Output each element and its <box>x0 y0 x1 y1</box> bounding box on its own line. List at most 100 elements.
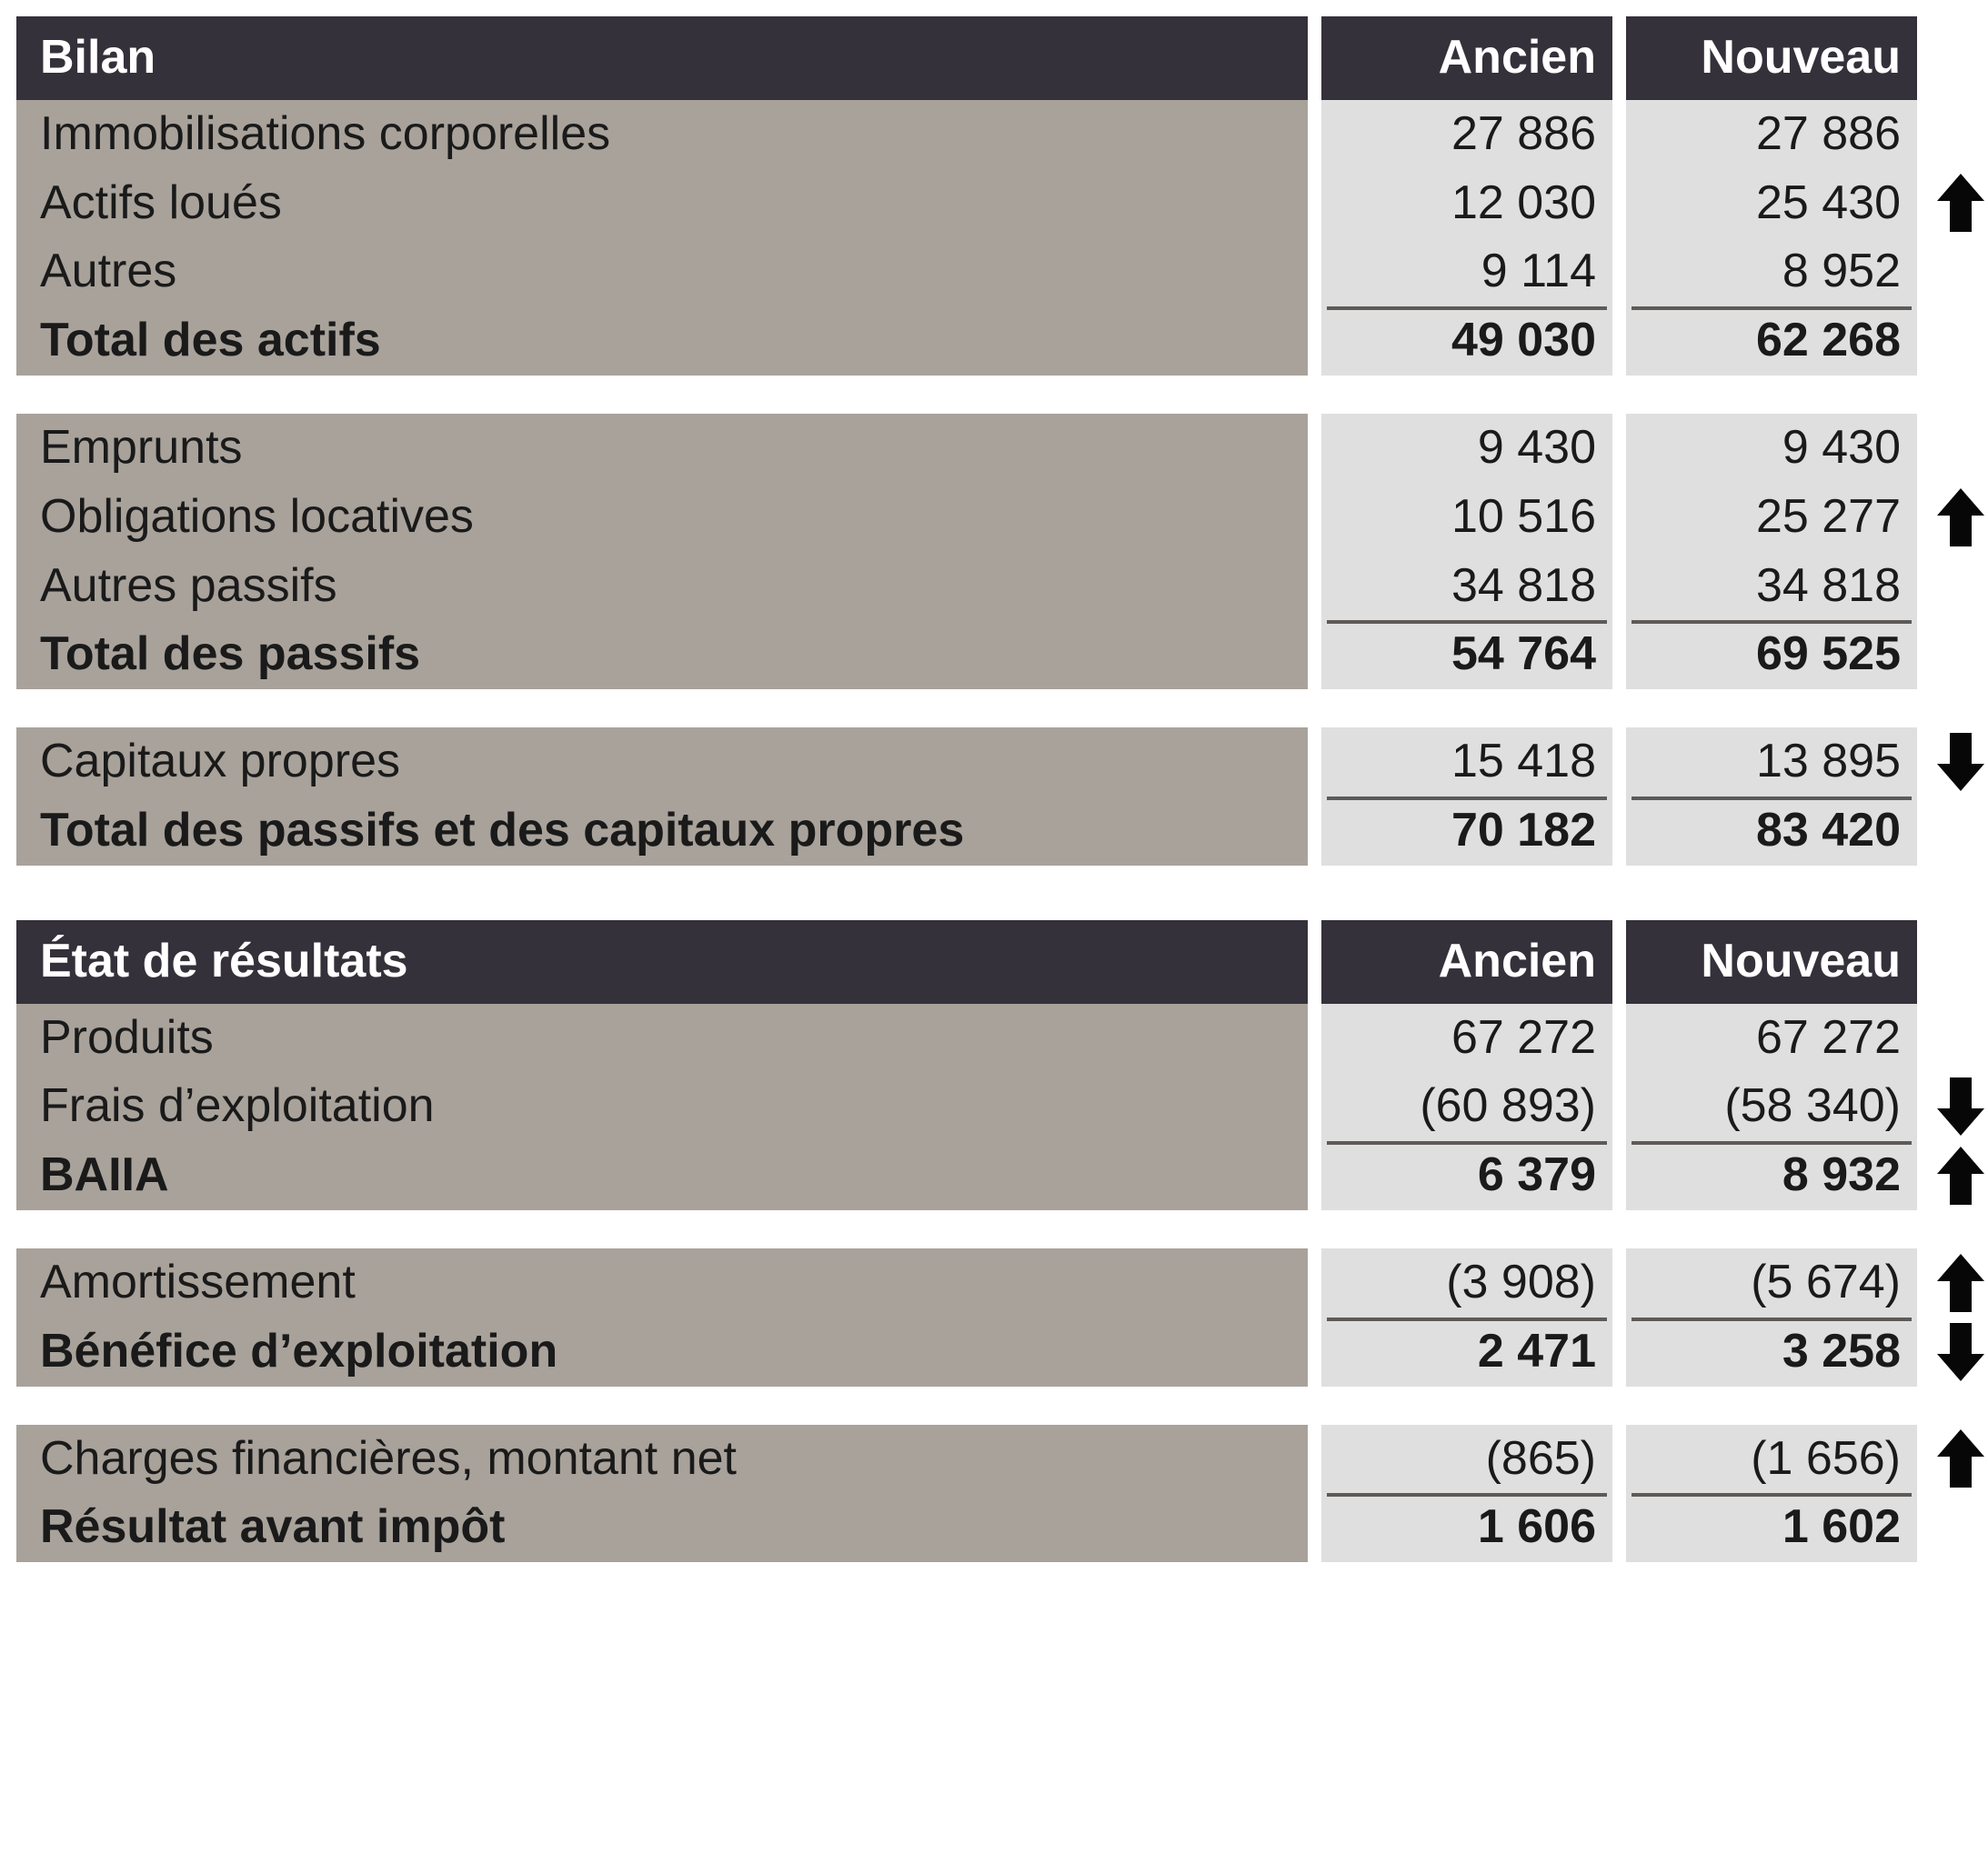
table-title: Bilan <box>16 16 1308 100</box>
value-nouveau: (58 340) <box>1626 1072 1917 1141</box>
trend-arrow <box>1917 414 1988 483</box>
arrow-up-icon <box>1935 1143 1986 1208</box>
column-gap <box>1308 797 1321 866</box>
trend-arrow <box>1917 1248 1988 1318</box>
value-nouveau: 27 886 <box>1626 100 1917 169</box>
column-gap <box>1308 237 1321 306</box>
table-row: Résultat avant impôt 1 606 1 602 <box>16 1493 1972 1562</box>
column-gap <box>1612 1072 1626 1141</box>
column-gap <box>1917 920 1988 1004</box>
table-row: Total des passifs 54 764 69 525 <box>16 620 1972 689</box>
table-header: Bilan Ancien Nouveau <box>16 16 1972 100</box>
value-ancien: 12 030 <box>1321 169 1612 238</box>
column-gap <box>1612 1004 1626 1073</box>
trend-arrow <box>1917 1072 1988 1141</box>
table-title: État de résultats <box>16 920 1308 1004</box>
value-ancien: (3 908) <box>1321 1248 1612 1318</box>
value-nouveau: 67 272 <box>1626 1004 1917 1073</box>
trend-arrow <box>1917 1141 1988 1210</box>
value-ancien: 9 114 <box>1321 237 1612 306</box>
column-gap <box>1917 16 1988 100</box>
value-ancien: (865) <box>1321 1425 1612 1494</box>
column-gap <box>1612 100 1626 169</box>
column-header-nouveau: Nouveau <box>1626 16 1917 100</box>
row-label: Emprunts <box>16 414 1308 483</box>
table-row: Total des passifs et des capitaux propre… <box>16 797 1972 866</box>
column-gap <box>1612 1318 1626 1387</box>
row-label: Frais d’exploitation <box>16 1072 1308 1141</box>
column-gap <box>1308 414 1321 483</box>
column-header-ancien: Ancien <box>1321 16 1612 100</box>
row-label: Immobilisations corporelles <box>16 100 1308 169</box>
column-gap <box>1308 552 1321 621</box>
section-gap <box>16 1387 1972 1425</box>
table-row: Immobilisations corporelles 27 886 27 88… <box>16 100 1972 169</box>
row-label: Total des passifs <box>16 620 1308 689</box>
value-nouveau: 13 895 <box>1626 727 1917 797</box>
row-label: Autres <box>16 237 1308 306</box>
column-gap <box>1308 727 1321 797</box>
row-label: Total des actifs <box>16 306 1308 376</box>
arrow-up-icon <box>1935 1250 1986 1316</box>
column-header-ancien: Ancien <box>1321 920 1612 1004</box>
trend-arrow <box>1917 100 1988 169</box>
column-gap <box>1612 306 1626 376</box>
financial-comparison-tables: Bilan Ancien Nouveau Immobilisations cor… <box>0 0 1988 1653</box>
table-row: Total des actifs 49 030 62 268 <box>16 306 1972 376</box>
trend-arrow <box>1917 727 1988 797</box>
row-label: Autres passifs <box>16 552 1308 621</box>
trend-arrow <box>1917 1004 1988 1073</box>
column-gap <box>1612 1493 1626 1562</box>
value-ancien: 1 606 <box>1321 1493 1612 1562</box>
value-nouveau: 8 932 <box>1626 1141 1917 1210</box>
value-ancien: 9 430 <box>1321 414 1612 483</box>
table-row: Emprunts 9 430 9 430 <box>16 414 1972 483</box>
section-gap <box>16 1210 1972 1248</box>
trend-arrow <box>1917 620 1988 689</box>
column-gap <box>1612 797 1626 866</box>
table-block: Bilan Ancien Nouveau Immobilisations cor… <box>16 16 1972 866</box>
value-ancien: 34 818 <box>1321 552 1612 621</box>
row-label: Amortissement <box>16 1248 1308 1318</box>
arrow-down-icon <box>1935 729 1986 795</box>
value-ancien: 2 471 <box>1321 1318 1612 1387</box>
table-row: Frais d’exploitation (60 893) (58 340) <box>16 1072 1972 1141</box>
trend-arrow <box>1917 483 1988 552</box>
table-header: État de résultats Ancien Nouveau <box>16 920 1972 1004</box>
column-gap <box>1612 1248 1626 1318</box>
column-gap <box>1612 16 1626 100</box>
column-gap <box>1308 1493 1321 1562</box>
column-gap <box>1308 306 1321 376</box>
table-row: Charges financières, montant net (865) (… <box>16 1425 1972 1494</box>
trend-arrow <box>1917 306 1988 376</box>
column-gap <box>1612 483 1626 552</box>
row-label: Produits <box>16 1004 1308 1073</box>
table-block: État de résultats Ancien Nouveau Produit… <box>16 920 1972 1562</box>
value-nouveau: 3 258 <box>1626 1318 1917 1387</box>
table-row: Capitaux propres 15 418 13 895 <box>16 727 1972 797</box>
value-ancien: (60 893) <box>1321 1072 1612 1141</box>
column-gap <box>1308 1072 1321 1141</box>
trend-arrow <box>1917 237 1988 306</box>
value-nouveau: (1 656) <box>1626 1425 1917 1494</box>
column-gap <box>1308 1141 1321 1210</box>
value-ancien: 70 182 <box>1321 797 1612 866</box>
row-label: Bénéfice d’exploitation <box>16 1318 1308 1387</box>
row-label: Total des passifs et des capitaux propre… <box>16 797 1308 866</box>
column-gap <box>1308 1318 1321 1387</box>
trend-arrow <box>1917 169 1988 238</box>
table-row: Actifs loués 12 030 25 430 <box>16 169 1972 238</box>
column-gap <box>1612 1425 1626 1494</box>
table-row: Autres passifs 34 818 34 818 <box>16 552 1972 621</box>
column-gap <box>1308 1425 1321 1494</box>
column-gap <box>1308 100 1321 169</box>
column-gap <box>1612 620 1626 689</box>
arrow-down-icon <box>1935 1074 1986 1139</box>
trend-arrow <box>1917 1318 1988 1387</box>
arrow-up-icon <box>1935 170 1986 236</box>
value-ancien: 67 272 <box>1321 1004 1612 1073</box>
column-gap <box>1612 552 1626 621</box>
value-nouveau: 8 952 <box>1626 237 1917 306</box>
trend-arrow <box>1917 797 1988 866</box>
column-gap <box>1308 16 1321 100</box>
